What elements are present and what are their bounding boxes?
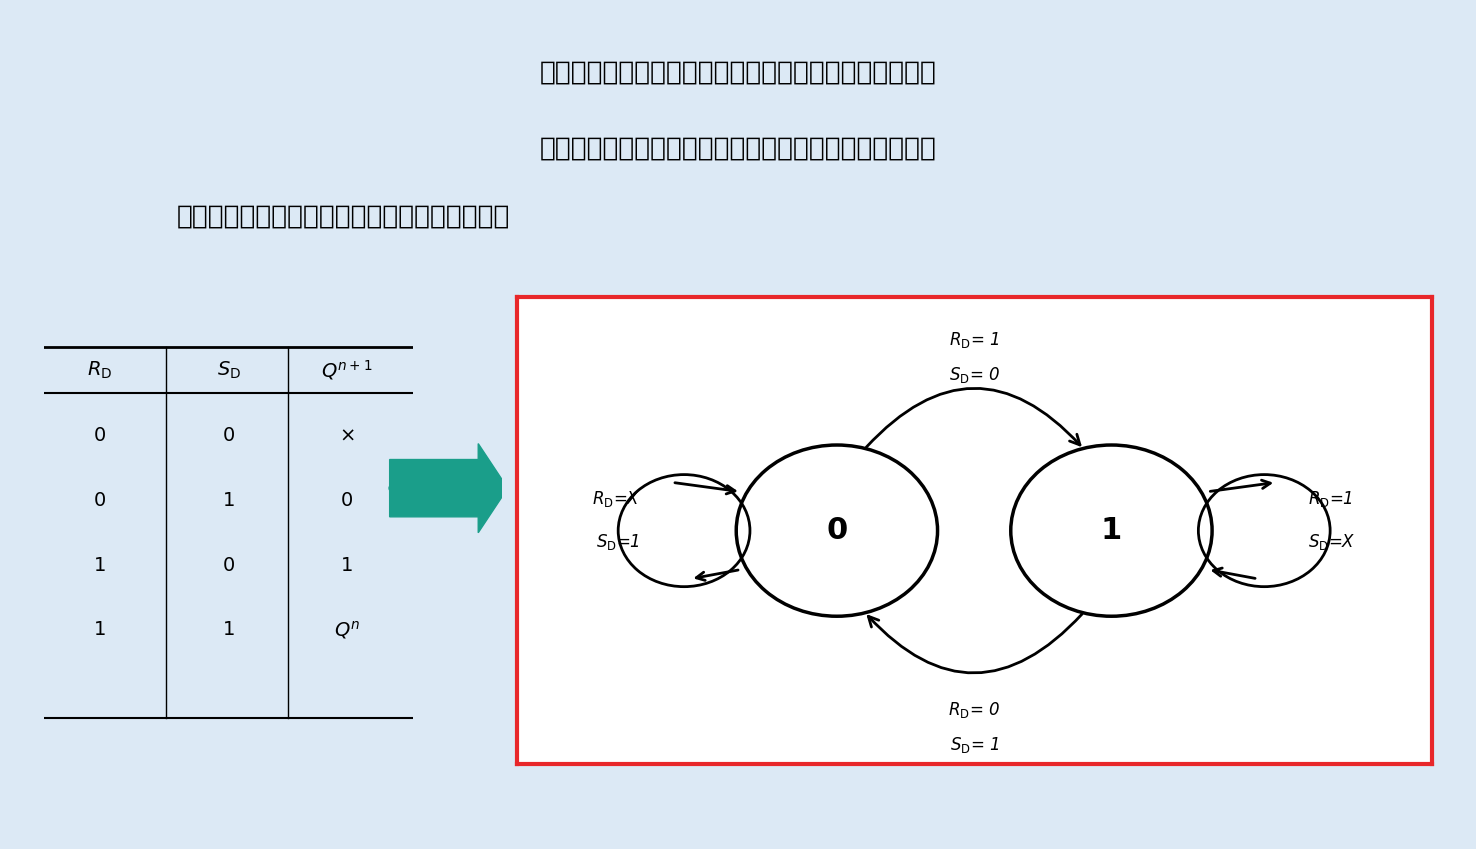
Text: 1: 1 <box>223 621 235 639</box>
Text: 0: 0 <box>223 425 235 445</box>
Text: $S_{\mathrm{D}}$: $S_{\mathrm{D}}$ <box>217 359 241 381</box>
Text: 1: 1 <box>223 491 235 509</box>
Text: $R_{\mathrm{D}}$=1: $R_{\mathrm{D}}$=1 <box>1308 490 1353 509</box>
Text: $\times$: $\times$ <box>339 425 354 445</box>
Text: $Q^n$: $Q^n$ <box>334 619 360 641</box>
Text: $R_{\mathrm{D}}$=X: $R_{\mathrm{D}}$=X <box>592 490 641 509</box>
Text: 状态转移图是用图形方式来描述触发器的状态转移规律。: 状态转移图是用图形方式来描述触发器的状态转移规律。 <box>540 59 936 86</box>
Text: 0: 0 <box>93 425 106 445</box>
Text: 0: 0 <box>93 491 106 509</box>
Text: $R_{\mathrm{D}}$: $R_{\mathrm{D}}$ <box>87 359 112 381</box>
Text: $S_{\mathrm{D}}$=1: $S_{\mathrm{D}}$=1 <box>596 532 641 553</box>
Text: 0: 0 <box>223 555 235 575</box>
Text: $R_{\mathrm{D}}$= 0: $R_{\mathrm{D}}$= 0 <box>948 700 1001 720</box>
Text: 状态转移的方向，箭头旁的标注表示转移条件。: 状态转移的方向，箭头旁的标注表示转移条件。 <box>177 204 511 230</box>
FancyArrow shape <box>390 444 508 533</box>
Text: 1: 1 <box>93 555 106 575</box>
Text: 圆圈表示触发器的稳定状态，箭头表示在输入信号作用下: 圆圈表示触发器的稳定状态，箭头表示在输入信号作用下 <box>540 136 936 162</box>
Text: 1: 1 <box>1101 516 1122 545</box>
Text: 1: 1 <box>93 621 106 639</box>
Text: $R_{\mathrm{D}}$= 1: $R_{\mathrm{D}}$= 1 <box>949 330 999 350</box>
Text: 0: 0 <box>827 516 847 545</box>
Text: $S_{\mathrm{D}}$= 1: $S_{\mathrm{D}}$= 1 <box>949 734 999 755</box>
Text: $S_{\mathrm{D}}$=X: $S_{\mathrm{D}}$=X <box>1308 532 1356 553</box>
Text: 0: 0 <box>341 491 353 509</box>
Text: $Q^{n+1}$: $Q^{n+1}$ <box>322 358 372 382</box>
Text: 1: 1 <box>341 555 353 575</box>
Text: $S_{\mathrm{D}}$= 0: $S_{\mathrm{D}}$= 0 <box>949 365 999 385</box>
